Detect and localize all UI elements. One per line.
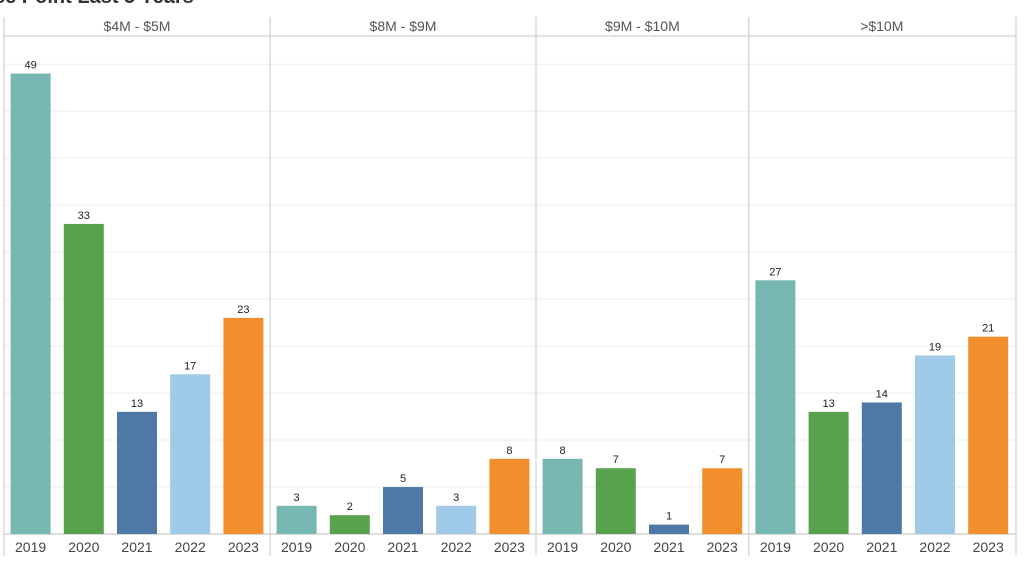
data-label: 33 xyxy=(78,210,90,222)
panel-header: $8M - $9M xyxy=(370,18,437,34)
bar xyxy=(63,223,104,534)
data-label: 27 xyxy=(769,266,781,278)
panel-header: >$10M xyxy=(860,18,903,34)
x-tick-label: 2021 xyxy=(387,539,418,555)
data-label: 8 xyxy=(506,445,512,457)
x-tick-label: 2019 xyxy=(15,539,46,555)
bar xyxy=(10,73,51,535)
data-label: 49 xyxy=(24,60,36,72)
bars: 4920193320201320211720222320233201922020… xyxy=(10,60,1009,555)
bar xyxy=(861,402,902,534)
bar xyxy=(117,411,157,534)
data-label: 1 xyxy=(666,511,672,523)
bar xyxy=(436,505,477,534)
data-label: 7 xyxy=(719,454,725,466)
x-tick-label: 2020 xyxy=(813,539,844,555)
bar xyxy=(915,355,955,534)
data-label: 8 xyxy=(560,445,566,457)
bar xyxy=(383,487,423,534)
x-tick-label: 2022 xyxy=(175,539,206,555)
bar xyxy=(595,468,636,534)
x-tick-label: 2023 xyxy=(228,539,259,555)
x-tick-label: 2019 xyxy=(547,539,578,555)
data-label: 23 xyxy=(237,304,249,316)
bar xyxy=(542,458,583,534)
bar xyxy=(808,411,849,534)
x-tick-label: 2019 xyxy=(281,539,312,555)
panel-header: $9M - $10M xyxy=(605,18,680,34)
data-label: 3 xyxy=(453,492,459,504)
panel-header: $4M - $5M xyxy=(104,18,171,34)
data-label: 7 xyxy=(613,454,619,466)
data-label: 17 xyxy=(184,360,196,372)
x-tick-label: 2021 xyxy=(121,539,152,555)
x-tick-label: 2021 xyxy=(866,539,897,555)
data-label: 2 xyxy=(347,501,353,513)
x-tick-label: 2023 xyxy=(707,539,738,555)
bar xyxy=(702,468,743,534)
bar xyxy=(968,336,1009,534)
data-label: 13 xyxy=(822,398,834,410)
x-tick-label: 2023 xyxy=(973,539,1004,555)
bar xyxy=(223,317,264,534)
bar xyxy=(649,524,689,534)
data-label: 14 xyxy=(876,388,888,400)
x-tick-label: 2020 xyxy=(334,539,365,555)
data-label: 21 xyxy=(982,323,994,335)
x-tick-label: 2020 xyxy=(68,539,99,555)
x-tick-label: 2022 xyxy=(441,539,472,555)
x-tick-label: 2021 xyxy=(653,539,684,555)
x-tick-label: 2023 xyxy=(494,539,525,555)
bar xyxy=(489,458,530,534)
chart-title: se Point Last 5 Years xyxy=(0,0,194,8)
data-label: 5 xyxy=(400,473,406,485)
bar xyxy=(276,505,317,534)
data-label: 19 xyxy=(929,341,941,353)
bar xyxy=(170,374,211,534)
bar xyxy=(329,515,370,534)
x-tick-label: 2020 xyxy=(600,539,631,555)
data-label: 3 xyxy=(294,492,300,504)
x-tick-label: 2022 xyxy=(919,539,950,555)
bar xyxy=(755,280,796,534)
x-tick-label: 2019 xyxy=(760,539,791,555)
data-label: 13 xyxy=(131,398,143,410)
